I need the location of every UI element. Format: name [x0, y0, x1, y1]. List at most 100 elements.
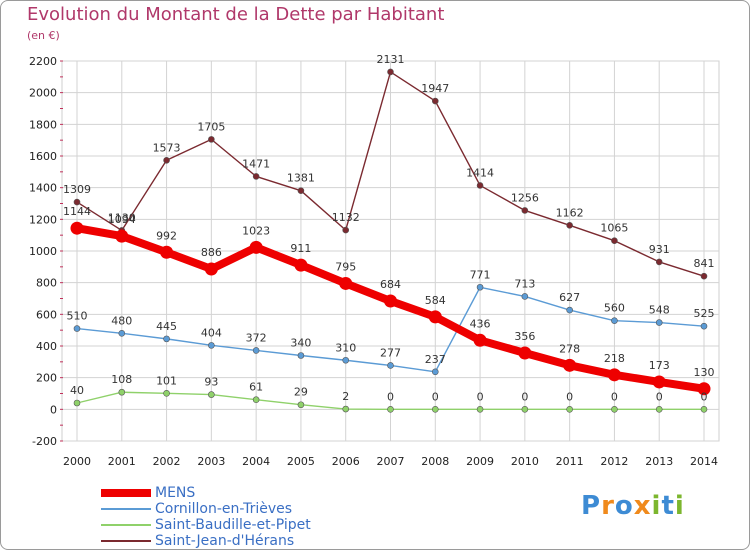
data-label: 1065 — [600, 222, 628, 235]
data-label: 310 — [335, 341, 356, 354]
data-label: 0 — [432, 390, 439, 403]
data-label: 548 — [649, 304, 670, 317]
y-tick-label: 1400 — [29, 182, 57, 195]
data-label: 277 — [380, 346, 401, 359]
data-label: 480 — [111, 314, 132, 327]
y-tick-label: 0 — [50, 403, 57, 416]
x-tick-label: 2007 — [377, 455, 405, 468]
x-tick-label: 2004 — [242, 455, 270, 468]
data-point — [342, 405, 350, 413]
y-tick-label: 1000 — [29, 245, 57, 258]
data-label: 931 — [649, 243, 670, 256]
data-label: 2131 — [377, 53, 405, 66]
data-label: 40 — [70, 384, 84, 397]
data-point — [342, 356, 350, 364]
data-point — [473, 333, 487, 347]
y-tick-label: 2000 — [29, 87, 57, 100]
data-label: 356 — [514, 330, 535, 343]
data-label: 436 — [470, 317, 491, 330]
data-point — [208, 136, 215, 143]
data-label: 1023 — [242, 224, 270, 237]
data-label: 61 — [249, 381, 263, 394]
data-point — [521, 207, 529, 214]
data-point — [249, 240, 263, 254]
data-point — [655, 319, 663, 326]
series — [70, 68, 711, 413]
data-point — [431, 406, 439, 413]
data-label: 1094 — [108, 213, 136, 226]
data-point — [387, 406, 394, 413]
data-labels: 1144 1094 992 886 1023 911 795 684 584 436 356 278 2… — [63, 53, 715, 403]
data-label: 1132 — [332, 211, 360, 224]
data-point — [566, 406, 573, 413]
data-label: 1309 — [63, 183, 91, 196]
data-label: 0 — [611, 390, 618, 403]
legend-label: MENS — [155, 485, 196, 501]
x-tick-label: 2002 — [153, 455, 181, 468]
data-point — [563, 358, 577, 372]
data-label: 713 — [514, 277, 535, 290]
data-label: 841 — [694, 257, 715, 270]
logo-letter: t — [661, 491, 675, 521]
logo-letter: x — [633, 491, 652, 521]
data-label: 886 — [201, 246, 222, 259]
data-label: 445 — [156, 320, 177, 333]
data-label: 1381 — [287, 172, 315, 185]
data-point — [700, 406, 708, 413]
data-label: 218 — [604, 352, 625, 365]
legend-label: Saint-Jean-d'Hérans — [155, 533, 295, 549]
data-label: 771 — [470, 268, 491, 281]
data-label: 29 — [294, 386, 308, 399]
data-label: 404 — [201, 326, 222, 339]
data-label: 1130 — [108, 211, 136, 224]
logo-letter: i — [674, 491, 685, 521]
data-label: 237 — [425, 353, 446, 366]
y-tick-label: 400 — [36, 340, 57, 353]
data-point — [252, 173, 260, 180]
data-point — [655, 406, 663, 413]
x-tick-label: 2012 — [600, 455, 628, 468]
data-label: 173 — [649, 359, 670, 372]
data-point — [252, 347, 260, 354]
legend-label: Saint-Baudille-et-Pipet — [155, 517, 311, 533]
data-label: 1705 — [197, 120, 225, 133]
logo-letter: i — [651, 491, 662, 521]
y-tick-label: -200 — [32, 435, 57, 448]
data-point — [163, 335, 170, 343]
chart-title: Evolution du Montant de la Dette par Hab… — [27, 4, 445, 25]
data-label: 0 — [387, 390, 394, 403]
x-tick-label: 2014 — [690, 455, 718, 468]
data-label: 525 — [694, 307, 715, 320]
data-point — [70, 221, 84, 235]
data-label: 684 — [380, 278, 401, 291]
data-point — [611, 317, 618, 324]
y-tick-label: 200 — [36, 372, 57, 385]
data-label: 0 — [701, 390, 708, 403]
data-point — [700, 272, 708, 280]
data-label: 560 — [604, 302, 625, 315]
data-point — [297, 187, 305, 194]
data-point — [384, 294, 397, 308]
data-point — [160, 245, 174, 259]
legend-swatch — [101, 508, 151, 510]
logo-letter: P — [581, 491, 602, 521]
x-tick-label: 2001 — [108, 455, 136, 468]
data-label: 1573 — [153, 141, 181, 154]
data-label: 372 — [246, 331, 267, 344]
x-tick-label: 2013 — [645, 455, 673, 468]
legend-swatch — [101, 540, 151, 542]
data-point — [655, 258, 663, 266]
data-point — [73, 325, 81, 332]
data-point — [339, 276, 353, 290]
data-label: 93 — [204, 376, 218, 389]
y-tick-label: 1200 — [29, 213, 57, 226]
data-label: 1144 — [63, 205, 91, 218]
proxiti-logo: Proxiti — [581, 491, 685, 521]
data-label: 340 — [290, 337, 311, 350]
data-label: 1471 — [242, 157, 270, 170]
data-label: 0 — [656, 390, 663, 403]
data-label: 0 — [521, 390, 528, 403]
data-point — [115, 229, 129, 243]
data-label: 795 — [335, 260, 356, 273]
